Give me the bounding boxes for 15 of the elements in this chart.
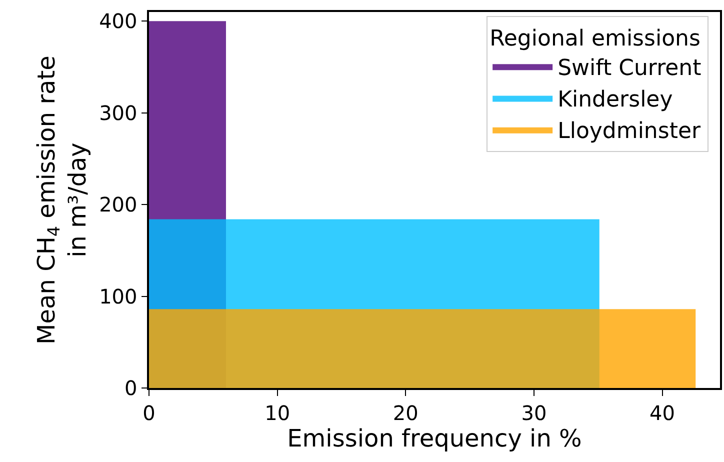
x-tick-label: 30 bbox=[521, 400, 547, 425]
y-tick-label: 400 bbox=[99, 9, 138, 34]
y-tick-label: 200 bbox=[99, 192, 138, 217]
y-tick-label: 100 bbox=[99, 284, 138, 308]
y-tick-label: 0 bbox=[124, 376, 138, 400]
legend-label: Kindersley bbox=[558, 87, 673, 112]
legend-label: Lloydminster bbox=[558, 118, 702, 144]
x-tick-label: 0 bbox=[142, 400, 156, 425]
x-tick-label: 10 bbox=[264, 400, 290, 425]
legend-title: Regional emissions bbox=[490, 26, 700, 52]
x-tick-label: 20 bbox=[392, 400, 418, 425]
x-axis-title: Emission frequency in % bbox=[287, 424, 582, 453]
legend-label: Swift Current bbox=[558, 56, 702, 81]
x-tick-label: 40 bbox=[650, 400, 675, 425]
y-tick-label: 300 bbox=[99, 100, 138, 125]
